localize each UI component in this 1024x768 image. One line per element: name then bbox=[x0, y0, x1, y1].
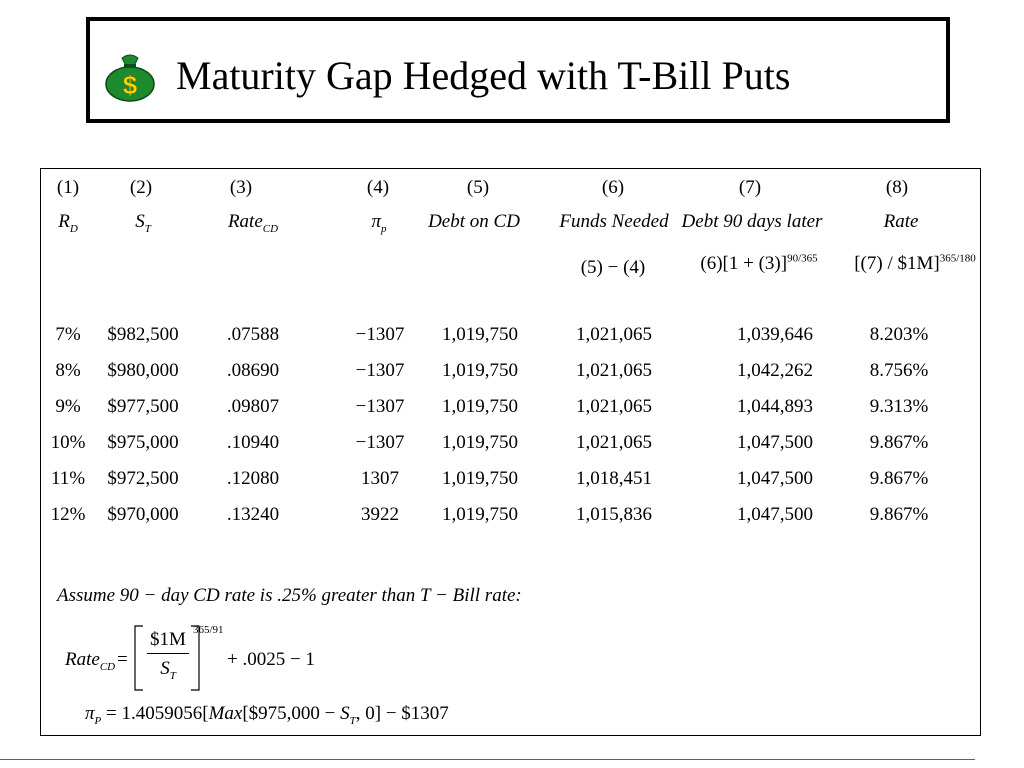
table-cell: 1,019,750 bbox=[442, 396, 518, 417]
table-cell: 1307 bbox=[361, 468, 399, 489]
table-cell: 1,019,750 bbox=[442, 324, 518, 345]
money-bag-icon: $ bbox=[105, 54, 155, 102]
table-cell: 11% bbox=[50, 468, 86, 489]
header-rate: Rate bbox=[883, 211, 919, 232]
page-title: Maturity Gap Hedged with T-Bill Puts bbox=[176, 53, 791, 98]
header-pip: πp bbox=[371, 211, 387, 235]
table-cell: 1,047,500 bbox=[737, 504, 813, 525]
footer-divider bbox=[0, 759, 975, 760]
col-number: (6) bbox=[601, 177, 625, 198]
col-number: (7) bbox=[738, 177, 762, 198]
table-cell: −1307 bbox=[355, 432, 405, 453]
table-cell: .09807 bbox=[226, 396, 280, 417]
table-cell: 1,019,750 bbox=[442, 432, 518, 453]
left-bracket bbox=[134, 625, 143, 691]
header-rd: RD bbox=[58, 211, 78, 235]
table-cell: $972,500 bbox=[107, 468, 179, 489]
table-cell: 9.867% bbox=[869, 468, 929, 489]
col-number: (4) bbox=[366, 177, 390, 198]
table-cell: .10940 bbox=[226, 432, 280, 453]
assumption-note: Assume 90 − day CD rate is .25% greater … bbox=[57, 585, 522, 606]
header-debt-on-cd: Debt on CD bbox=[428, 211, 520, 232]
table-cell: $982,500 bbox=[107, 324, 179, 345]
table-cell: 3922 bbox=[361, 504, 399, 525]
col-number: (8) bbox=[885, 177, 909, 198]
table-cell: 8% bbox=[55, 360, 81, 381]
table-cell: 12% bbox=[50, 504, 86, 525]
table-cell: 8.756% bbox=[869, 360, 929, 381]
hedge-table: (1) (2) (3) (4) (5) (6) (7) (8) RD ST Ra… bbox=[40, 168, 981, 736]
table-cell: 1,021,065 bbox=[576, 324, 652, 345]
table-cell: 1,047,500 bbox=[737, 468, 813, 489]
table-cell: 1,044,893 bbox=[737, 396, 813, 417]
table-cell: 1,047,500 bbox=[737, 432, 813, 453]
col-number: (2) bbox=[129, 177, 153, 198]
col-number: (5) bbox=[466, 177, 490, 198]
table-cell: −1307 bbox=[355, 360, 405, 381]
svg-text:$: $ bbox=[123, 70, 138, 100]
title-box: $ Maturity Gap Hedged with T-Bill Puts bbox=[86, 17, 950, 123]
table-cell: 1,018,451 bbox=[576, 468, 652, 489]
header-st: ST bbox=[135, 211, 151, 235]
header-funds-needed: Funds Needed bbox=[559, 211, 669, 232]
formula-funds-needed: (5) − (4) bbox=[580, 257, 646, 278]
table-cell: 9% bbox=[55, 396, 81, 417]
table-cell: 1,019,750 bbox=[442, 468, 518, 489]
pi-formula: πP = 1.4059056[Max[$975,000 − ST, 0] − $… bbox=[85, 703, 449, 727]
table-cell: 9.313% bbox=[869, 396, 929, 417]
formula-debt-90-days: (6)[1 + (3)]90/365 bbox=[700, 252, 818, 274]
table-cell: 1,015,836 bbox=[576, 504, 652, 525]
table-cell: 9.867% bbox=[869, 432, 929, 453]
table-cell: 1,021,065 bbox=[576, 396, 652, 417]
table-cell: 1,021,065 bbox=[576, 432, 652, 453]
table-cell: −1307 bbox=[355, 396, 405, 417]
table-cell: 1,021,065 bbox=[576, 360, 652, 381]
col-number: (1) bbox=[56, 177, 80, 198]
table-cell: $975,000 bbox=[107, 432, 179, 453]
table-cell: −1307 bbox=[355, 324, 405, 345]
header-debt-90-days: Debt 90 days later bbox=[681, 211, 823, 232]
table-cell: 8.203% bbox=[869, 324, 929, 345]
table-cell: $977,500 bbox=[107, 396, 179, 417]
table-cell: .08690 bbox=[226, 360, 280, 381]
table-cell: .12080 bbox=[226, 468, 280, 489]
table-cell: 1,042,262 bbox=[737, 360, 813, 381]
col-number: (3) bbox=[229, 177, 253, 198]
table-cell: $980,000 bbox=[107, 360, 179, 381]
right-bracket bbox=[191, 625, 200, 691]
table-cell: 7% bbox=[55, 324, 81, 345]
table-cell: 9.867% bbox=[869, 504, 929, 525]
table-cell: 10% bbox=[50, 432, 86, 453]
table-cell: 1,039,646 bbox=[737, 324, 813, 345]
table-cell: .07588 bbox=[226, 324, 280, 345]
table-cell: 1,019,750 bbox=[442, 360, 518, 381]
header-ratecd: RateCD bbox=[227, 211, 279, 235]
table-cell: $970,000 bbox=[107, 504, 179, 525]
formula-rate: [(7) / $1M]365/180 bbox=[854, 252, 976, 274]
table-cell: 1,019,750 bbox=[442, 504, 518, 525]
table-cell: .13240 bbox=[226, 504, 280, 525]
